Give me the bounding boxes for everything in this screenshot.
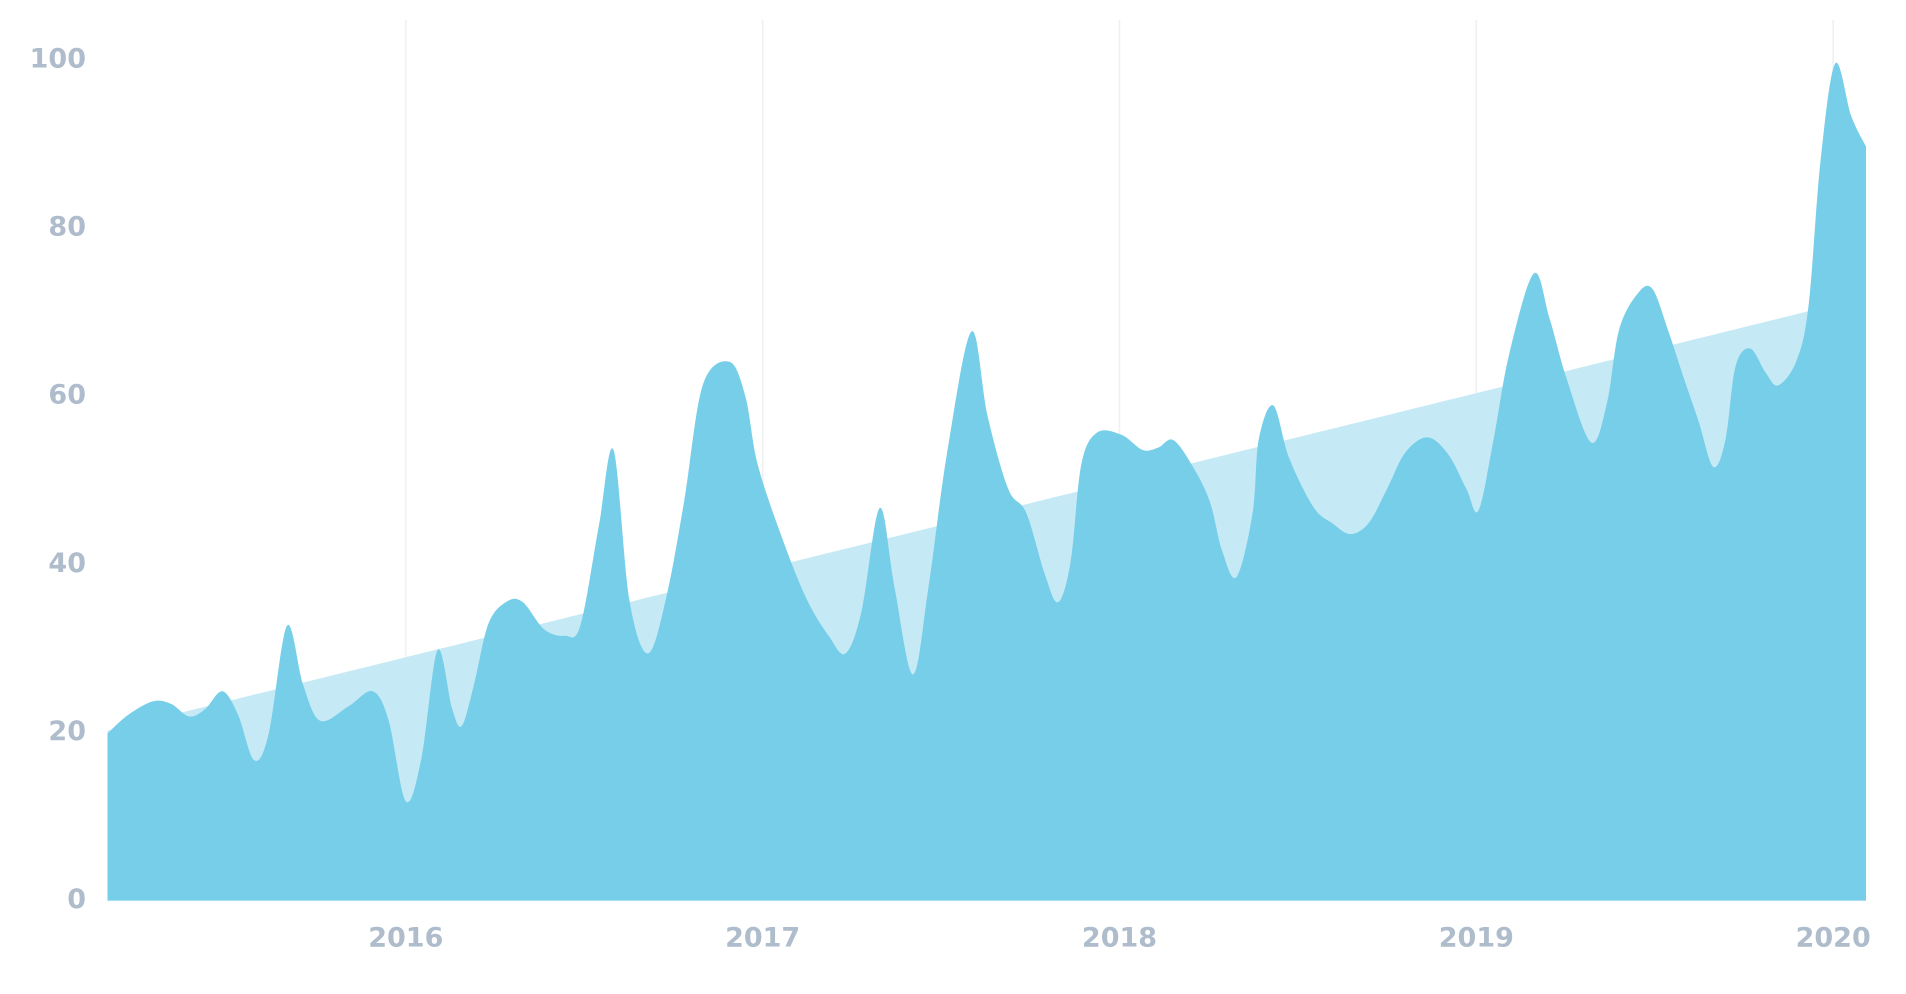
x-tick-label: 2019 bbox=[1439, 923, 1514, 954]
y-tick-label: 100 bbox=[30, 44, 86, 75]
area bbox=[107, 62, 1866, 901]
y-tick-label: 0 bbox=[67, 884, 86, 915]
y-tick-label: 20 bbox=[48, 716, 86, 747]
x-tick-label: 2017 bbox=[725, 923, 800, 954]
x-tick-label: 2016 bbox=[368, 923, 443, 954]
x-tick-label: 2020 bbox=[1796, 923, 1871, 954]
y-tick-label: 60 bbox=[48, 380, 86, 411]
y-tick-label: 40 bbox=[48, 548, 86, 579]
y-tick-label: 80 bbox=[48, 212, 86, 243]
x-tick-label: 2018 bbox=[1082, 923, 1157, 954]
